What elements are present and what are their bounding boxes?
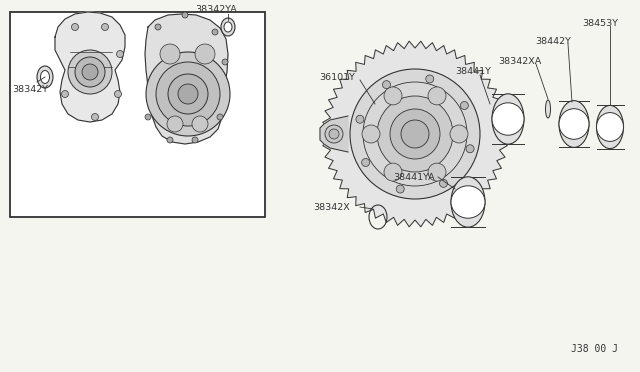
Ellipse shape	[492, 103, 524, 135]
Circle shape	[384, 163, 402, 181]
Circle shape	[384, 87, 402, 105]
Circle shape	[115, 90, 122, 97]
Circle shape	[167, 116, 183, 132]
Circle shape	[383, 81, 390, 89]
Circle shape	[75, 57, 105, 87]
Circle shape	[72, 23, 79, 31]
Circle shape	[155, 24, 161, 30]
Circle shape	[350, 69, 480, 199]
Circle shape	[428, 87, 446, 105]
Circle shape	[102, 23, 109, 31]
Ellipse shape	[451, 177, 485, 227]
Circle shape	[428, 163, 446, 181]
Circle shape	[329, 129, 339, 139]
Text: 38342YA: 38342YA	[195, 5, 237, 14]
Circle shape	[92, 113, 99, 121]
Text: 38342Y: 38342Y	[12, 86, 48, 94]
Circle shape	[325, 125, 343, 143]
Circle shape	[217, 114, 223, 120]
Circle shape	[192, 116, 208, 132]
Text: 38453Y: 38453Y	[582, 19, 618, 29]
Circle shape	[61, 90, 68, 97]
Polygon shape	[320, 116, 348, 152]
Circle shape	[116, 51, 124, 58]
Text: 38342XA: 38342XA	[498, 58, 541, 67]
Circle shape	[145, 114, 151, 120]
Circle shape	[356, 115, 364, 123]
Circle shape	[178, 84, 198, 104]
Circle shape	[68, 50, 112, 94]
Polygon shape	[145, 14, 228, 144]
Circle shape	[182, 12, 188, 18]
Circle shape	[401, 120, 429, 148]
Polygon shape	[55, 12, 125, 122]
Circle shape	[222, 59, 228, 65]
Ellipse shape	[596, 105, 623, 148]
Ellipse shape	[596, 113, 623, 141]
Ellipse shape	[37, 66, 53, 88]
Bar	[10, 12, 265, 217]
Circle shape	[426, 75, 434, 83]
Ellipse shape	[545, 100, 550, 118]
Circle shape	[160, 44, 180, 64]
Ellipse shape	[40, 71, 49, 83]
Text: 38342X: 38342X	[313, 202, 350, 212]
Ellipse shape	[559, 100, 589, 147]
Circle shape	[390, 109, 440, 159]
Ellipse shape	[451, 186, 485, 218]
Circle shape	[440, 179, 447, 187]
Text: 38442Y: 38442Y	[535, 38, 571, 46]
Circle shape	[82, 64, 98, 80]
Circle shape	[156, 62, 220, 126]
Ellipse shape	[559, 109, 589, 139]
Circle shape	[146, 52, 230, 136]
Circle shape	[362, 158, 370, 167]
Circle shape	[396, 185, 404, 193]
Circle shape	[450, 125, 468, 143]
Ellipse shape	[492, 94, 524, 144]
Circle shape	[377, 96, 453, 172]
Circle shape	[466, 145, 474, 153]
Text: 38441YA: 38441YA	[394, 173, 435, 182]
Circle shape	[192, 137, 198, 143]
Circle shape	[212, 29, 218, 35]
Circle shape	[195, 44, 215, 64]
Circle shape	[168, 74, 208, 114]
Text: 38441Y: 38441Y	[455, 67, 491, 77]
Circle shape	[460, 102, 468, 109]
Text: J38 00 J: J38 00 J	[571, 344, 618, 354]
Circle shape	[362, 125, 380, 143]
Ellipse shape	[221, 18, 235, 36]
Polygon shape	[322, 41, 508, 227]
Text: 36101Y: 36101Y	[319, 73, 355, 81]
Ellipse shape	[224, 22, 232, 32]
Circle shape	[167, 137, 173, 143]
